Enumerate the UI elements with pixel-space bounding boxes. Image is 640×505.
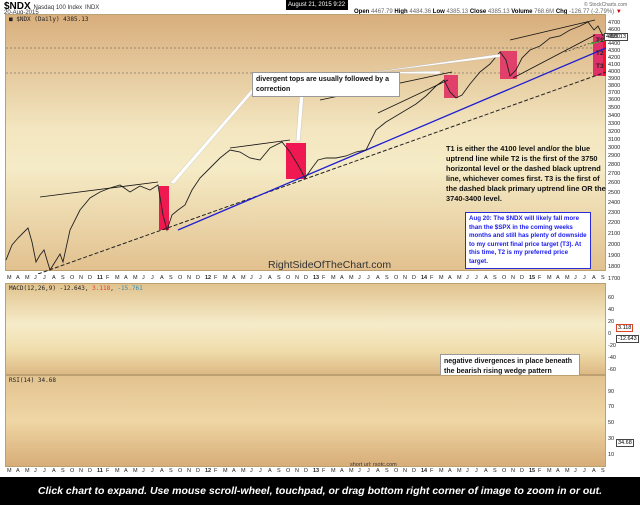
month-axis-bottom: M A M J J A S O N D 11 F M A M J J A S O N D 12 F M A M J J A S O N D 13 F M…	[5, 467, 606, 476]
target-t2-label: T2	[596, 50, 604, 57]
update-note-box: Aug 20: The $NDX will likely fall more t…	[465, 212, 591, 269]
zoom-instructions: Click chart to expand. Use mouse scroll-…	[0, 477, 640, 505]
short-url: short url: rsotc.com	[350, 462, 397, 468]
targets-note: T1 is either the 4100 level and/or the b…	[446, 144, 606, 203]
symbol-title: $NDX Nasdaq 100 Index INDX	[4, 1, 100, 12]
last-price-tag: 4385.13	[604, 33, 628, 41]
ohlc-bar: Open 4467.79 High 4484.36 Low 4385.13 Cl…	[354, 9, 622, 15]
chart-date: 20-Aug-2015	[4, 10, 39, 16]
rsi-value-tag: 34.68	[616, 439, 634, 447]
target-t1-label: T1	[596, 37, 604, 44]
rsi-legend: RSI(14) 34.68	[9, 377, 56, 384]
watermark: RightSideOfTheChart.com	[268, 259, 392, 271]
rsi-panel[interactable]: RSI(14) 34.68	[5, 375, 606, 467]
price-legend: ■ $NDX (Daily) 4385.13	[9, 16, 89, 23]
macd-value-tag: -12.643	[616, 335, 639, 343]
macd-signal-tag: 3.118	[616, 324, 634, 332]
source-credit: © StockCharts.com	[584, 2, 628, 8]
macd-legend: MACD(12,26,9) -12.643, 3.118, -15.761	[9, 285, 143, 292]
down-arrow-icon: ▼	[615, 9, 622, 15]
divergent-tops-callout: divergent tops are usually followed by a…	[252, 72, 400, 97]
negative-divergence-callout: negative divergences in place beneath th…	[440, 354, 580, 379]
month-axis-top: M A M J J A S O N D 11 F M A M J J A S O N D 12 F M A M J J A S O N D 13 F M…	[5, 274, 606, 283]
target-t3-label: T3	[596, 63, 604, 70]
